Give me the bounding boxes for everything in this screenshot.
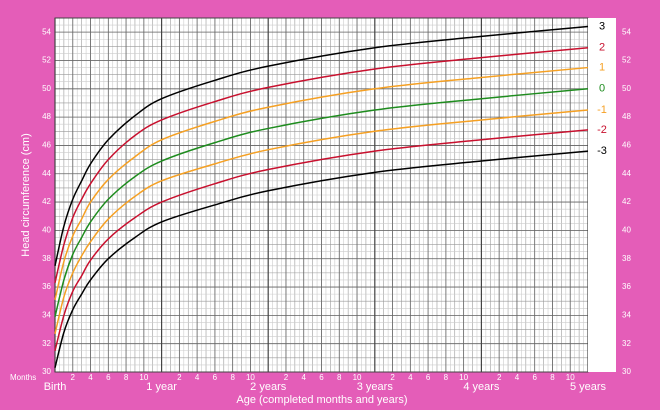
x-tick-label: 8 <box>230 373 235 382</box>
z-score-line <box>54 66 589 300</box>
z-score-line <box>54 88 589 317</box>
y-tick-label: 50 <box>42 84 51 93</box>
y-tick-label: 40 <box>42 226 51 235</box>
x-tick-label: 8 <box>550 373 555 382</box>
x-tick-label: 2 <box>71 373 76 382</box>
y-tick-label-right: 46 <box>622 141 631 150</box>
x-tick-label: 6 <box>426 373 431 382</box>
y-tick-label: 48 <box>42 112 51 121</box>
x-tick-label: 8 <box>124 373 129 382</box>
series-label: -1 <box>597 104 607 116</box>
x-tick-label: 8 <box>337 373 342 382</box>
x-tick-label: 10 <box>139 373 148 382</box>
x-tick-label: 10 <box>353 373 362 382</box>
x-tick-label: 6 <box>319 373 324 382</box>
x-tick-label: 4 <box>195 373 200 382</box>
label-panel <box>588 18 616 372</box>
x-tick-label: 6 <box>213 373 218 382</box>
x-tick-label: 10 <box>566 373 575 382</box>
y-tick-label-right: 40 <box>622 226 631 235</box>
x-tick-label: 4 <box>88 373 93 382</box>
series-label: 0 <box>599 83 605 95</box>
y-tick-label-right: 50 <box>622 84 631 93</box>
x-tick-label: 6 <box>106 373 111 382</box>
x-tick-label: 4 <box>302 373 307 382</box>
y-tick-label-right: 30 <box>622 367 631 376</box>
x-tick-label: 3 years <box>357 381 394 393</box>
x-tick-label: Birth <box>44 381 67 393</box>
y-tick-label: 32 <box>42 339 51 348</box>
series-label: 1 <box>599 61 605 73</box>
y-tick-label: 44 <box>42 169 51 178</box>
y-tick-label-right: 38 <box>622 254 631 263</box>
y-tick-label-right: 32 <box>622 339 631 348</box>
x-tick-label: 10 <box>459 373 468 382</box>
x-tick-label: 6 <box>532 373 537 382</box>
y-tick-label: 30 <box>42 367 51 376</box>
y-tick-label: 38 <box>42 254 51 263</box>
y-tick-label: 54 <box>42 27 51 36</box>
x-tick-label: 8 <box>444 373 449 382</box>
y-tick-label-right: 44 <box>622 169 631 178</box>
y-axis-title: Head circumference (cm) <box>20 133 32 256</box>
x-tick-label: 10 <box>246 373 255 382</box>
z-score-line <box>54 46 589 283</box>
x-tick-label: 4 <box>515 373 520 382</box>
x-tick-label: 2 <box>497 373 502 382</box>
y-tick-label-right: 34 <box>622 310 631 319</box>
x-tick-label: 2 <box>390 373 395 382</box>
y-tick-label: 52 <box>42 56 51 65</box>
series-label: 2 <box>599 42 605 54</box>
y-tick-label-right: 42 <box>622 197 631 206</box>
y-tick-label: 36 <box>42 282 51 291</box>
x-unit-label: Months <box>10 373 36 382</box>
x-tick-label: 2 <box>177 373 182 382</box>
y-tick-label-right: 48 <box>622 112 631 121</box>
z-score-line <box>54 150 589 368</box>
x-tick-label: 2 <box>284 373 289 382</box>
y-tick-label: 34 <box>42 310 51 319</box>
series-label: -3 <box>597 145 607 157</box>
z-score-line <box>54 25 589 266</box>
y-tick-label: 42 <box>42 197 51 206</box>
y-tick-label-right: 54 <box>622 27 631 36</box>
y-tick-label: 46 <box>42 141 51 150</box>
z-score-line <box>54 109 589 334</box>
series-label: -2 <box>597 124 607 136</box>
x-axis-title: Age (completed months and years) <box>236 394 407 406</box>
z-score-line <box>54 129 589 351</box>
x-tick-label: 1 year <box>146 381 177 393</box>
x-tick-label: 5 years <box>570 381 607 393</box>
x-tick-label: 4 years <box>463 381 500 393</box>
y-tick-label-right: 36 <box>622 282 631 291</box>
x-tick-label: 4 <box>408 373 413 382</box>
x-tick-label: 2 years <box>250 381 287 393</box>
series-label: 3 <box>599 20 605 32</box>
y-tick-label-right: 52 <box>622 56 631 65</box>
